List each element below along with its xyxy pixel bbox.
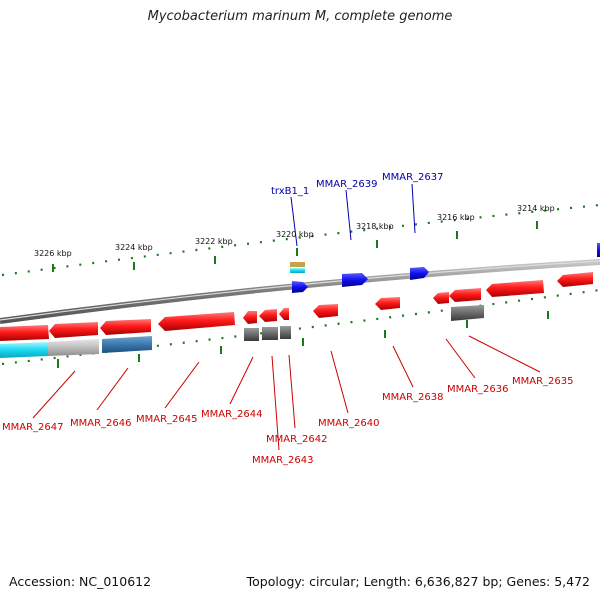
gene-label-mmar-2647[interactable]: MMAR_2647 [2,422,64,433]
reverse-genes [0,272,593,341]
accession-text: Accession: NC_010612 [9,574,152,589]
gene-mmar-2636a[interactable] [433,292,449,304]
gene-mmar-2642[interactable] [259,309,277,322]
gene-label-mmar-2639[interactable]: MMAR_2639 [316,179,378,190]
gene-label-mmar-2645[interactable]: MMAR_2645 [136,414,198,425]
tick-label: 3220 kbp [276,230,314,239]
tick-label: 3216 kbp [437,213,475,222]
lower-tick-track [1,288,600,366]
gene-label-mmar-2646[interactable]: MMAR_2646 [70,418,132,429]
tick-label: 3222 kbp [195,237,233,246]
gene-label-mmar-2637[interactable]: MMAR_2637 [382,172,444,183]
gene-mmar-2634[interactable] [557,272,593,287]
tick-label: 3218 kbp [356,222,394,231]
gene-mmar-2636[interactable] [449,288,481,302]
annotation-blocks [0,305,484,358]
gene-mmar-2644[interactable] [158,312,235,331]
gene-mmar-2645[interactable] [100,319,151,335]
forward-leaders [290,183,416,247]
gene-label-mmar-2638[interactable]: MMAR_2638 [382,392,444,403]
gene-mmar-2635[interactable] [486,280,544,297]
gene-trxB1_1[interactable] [292,281,308,293]
tick-label: 3226 kbp [34,249,72,258]
gene-mmar-2637[interactable] [410,267,429,280]
gene-edge[interactable] [597,243,600,257]
gene-label-mmar-2644[interactable]: MMAR_2644 [201,409,263,420]
tick-label: 3224 kbp [115,243,153,252]
gene-mmar-2646[interactable] [49,322,98,338]
gene-label-mmar-2642[interactable]: MMAR_2642 [266,434,328,445]
genome-stats-text: Topology: circular; Length: 6,636,827 bp… [246,574,590,589]
tick-label: 3214 kbp [517,204,555,213]
gene-mmar-2647[interactable] [0,325,49,341]
gene-mmar-2643[interactable] [243,311,257,324]
lower-major-ticks [57,311,549,368]
gene-label-mmar-2635[interactable]: MMAR_2635 [512,376,574,387]
upper-tick-track [1,203,600,277]
gene-label-mmar-2640[interactable]: MMAR_2640 [318,418,380,429]
gene-label-trxB1_1[interactable]: trxB1_1 [271,186,309,197]
major-ticks [52,221,538,272]
feature-marks [290,262,305,273]
gene-mmar-2638[interactable] [375,297,400,310]
gene-label-mmar-2636[interactable]: MMAR_2636 [447,384,509,395]
gene-mmar-2640[interactable] [313,304,338,318]
gene-label-mmar-2643[interactable]: MMAR_2643 [252,455,314,466]
map-title: Mycobacterium marinum M, complete genome [147,9,453,24]
reverse-leaders [32,335,541,451]
gene-mmar-2641[interactable] [279,308,289,320]
forward-genes [292,243,600,293]
gene-mmar-2639[interactable] [342,273,368,287]
